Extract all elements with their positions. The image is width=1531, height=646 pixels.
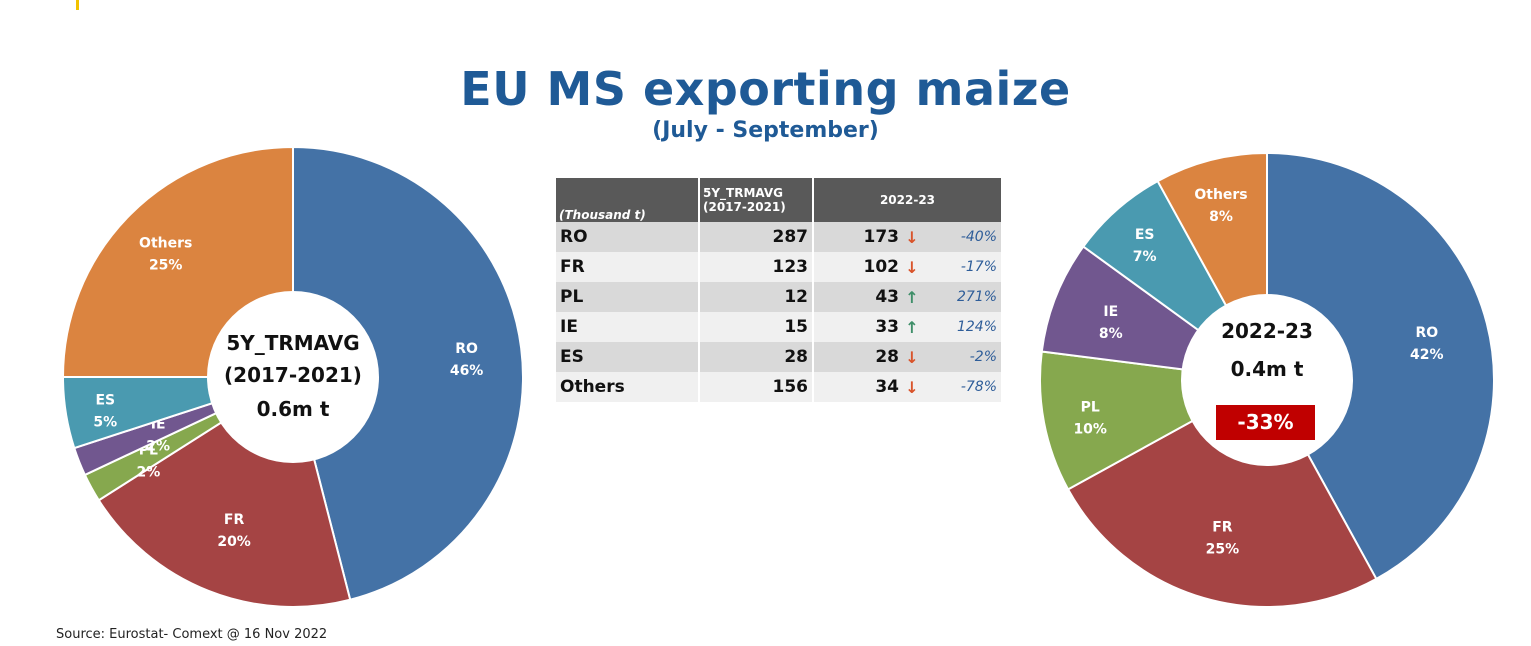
pie-center-label: 0.4m t — [1231, 357, 1304, 381]
current-value: 28 — [875, 347, 899, 367]
page-subtitle: (July - September) — [652, 118, 879, 143]
current-value: 34 — [875, 377, 899, 397]
change-percent: -17% — [960, 259, 997, 275]
country-cell: IE — [556, 312, 698, 342]
avg-cell: 15 — [700, 312, 812, 342]
arrow-down-icon: ↓ — [905, 257, 919, 277]
slice-label: Others 8% — [1194, 187, 1247, 225]
country-cell: Others — [556, 372, 698, 402]
pie-chart-5y-avg: RO 46%FR 20%PL 2%IE 2%ES 5%Others 25%5Y_TRMAVG… — [61, 145, 524, 608]
avg-header: 5Y_TRMAVG (2017-2021) — [700, 178, 812, 222]
pie-center-label: (2017-2021) — [224, 363, 362, 387]
slice-label: FR 20% — [217, 512, 251, 550]
avg-cell: 156 — [700, 372, 812, 402]
slice-label: PL 2% — [137, 443, 161, 481]
arrow-down-icon: ↓ — [905, 227, 919, 247]
avg-cell: 12 — [700, 282, 812, 312]
pie-slice-ro — [292, 145, 524, 601]
current-cell: 28 ↓ -2% — [814, 342, 1001, 372]
country-cell: RO — [556, 222, 698, 252]
current-cell: 33 ↑ 124% — [814, 312, 1001, 342]
current-value: 33 — [875, 317, 899, 337]
table-row: PL 12 43 ↑ 271% — [556, 282, 1001, 312]
slice-label: RO 46% — [450, 341, 484, 379]
current-header: 2022-23 — [814, 178, 1001, 222]
table-row: FR 123 102 ↓ -17% — [556, 252, 1001, 282]
current-cell: 34 ↓ -78% — [814, 372, 1001, 402]
slice-label: ES 7% — [1133, 227, 1157, 265]
table-row: Others 156 34 ↓ -78% — [556, 372, 1001, 402]
avg-cell: 123 — [700, 252, 812, 282]
table-row: IE 15 33 ↑ 124% — [556, 312, 1001, 342]
country-cell: FR — [556, 252, 698, 282]
change-percent: -78% — [960, 379, 997, 395]
unit-header: (Thousand t) — [556, 178, 698, 222]
slice-label: IE 8% — [1099, 304, 1123, 342]
change-percent: -2% — [969, 349, 997, 365]
avg-cell: 287 — [700, 222, 812, 252]
arrow-up-icon: ↑ — [905, 287, 919, 307]
pie-center-label: 2022-23 — [1221, 319, 1313, 343]
country-cell: PL — [556, 282, 698, 312]
accent-bar — [76, 0, 79, 10]
country-cell: ES — [556, 342, 698, 372]
pie-center-label: 5Y_TRMAVG — [226, 331, 359, 355]
table-header-row: (Thousand t) 5Y_TRMAVG (2017-2021) 2022-… — [556, 178, 1001, 222]
table-row: ES 28 28 ↓ -2% — [556, 342, 1001, 372]
slice-label: PL 10% — [1073, 400, 1107, 438]
change-percent: 271% — [956, 289, 997, 305]
slice-label: Others 25% — [139, 236, 192, 274]
pie-slice-fr — [1066, 378, 1378, 608]
current-cell: 43 ↑ 271% — [814, 282, 1001, 312]
change-percent: 124% — [956, 319, 997, 335]
pie-chart-2022-23: RO 42% FR 25% PL 10% IE 8% ES 7% Others 8% 2022-23 0.… — [1039, 151, 1495, 608]
table-row: RO 287 173 ↓ -40% — [556, 222, 1001, 252]
page-title: EU MS exporting maize — [460, 62, 1071, 116]
exports-table: (Thousand t) 5Y_TRMAVG (2017-2021) 2022-… — [554, 178, 1003, 402]
change-percent: -40% — [960, 229, 997, 245]
source-note: Source: Eurostat- Comext @ 16 Nov 2022 — [56, 627, 328, 642]
pie-center-label: 0.6m t — [257, 397, 330, 421]
current-value: 173 — [863, 227, 900, 247]
current-value: 43 — [875, 287, 899, 307]
arrow-down-icon: ↓ — [905, 377, 919, 397]
current-cell: 102 ↓ -17% — [814, 252, 1001, 282]
pie-center-hole — [207, 291, 379, 463]
avg-cell: 28 — [700, 342, 812, 372]
current-value: 102 — [863, 257, 900, 277]
slice-label: RO 42% — [1410, 325, 1444, 363]
arrow-down-icon: ↓ — [905, 347, 919, 367]
arrow-up-icon: ↑ — [905, 317, 919, 337]
change-badge: -33% — [1216, 405, 1315, 440]
pie-slice-ro — [1266, 151, 1495, 581]
slice-label: FR 25% — [1206, 520, 1240, 558]
slice-label: ES 5% — [93, 393, 117, 431]
current-cell: 173 ↓ -40% — [814, 222, 1001, 252]
